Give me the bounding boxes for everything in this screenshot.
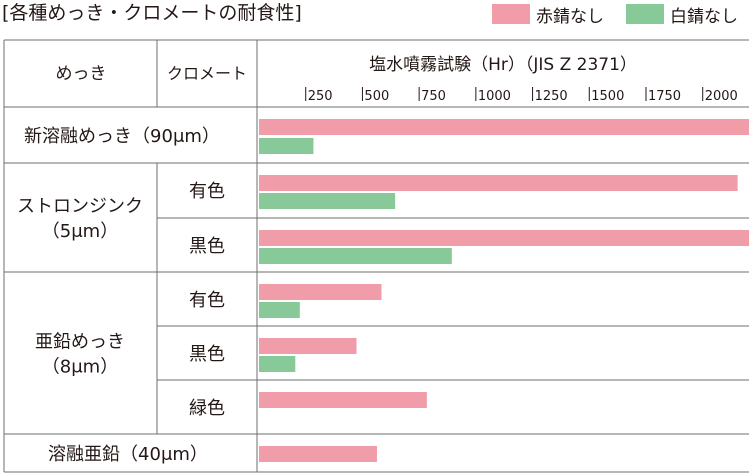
chart-title: [各種めっき・クロメートの耐食性]: [2, 2, 302, 24]
chromate-label: 有色: [189, 290, 225, 311]
plating-label: ストロンジンク: [17, 196, 143, 217]
bar-white-rust: [259, 248, 452, 264]
legend-swatch-red-rust: [492, 4, 530, 24]
x-tick-label: 1000: [478, 89, 511, 104]
bar-red-rust: [259, 338, 357, 354]
chromate-label: 黒色: [189, 344, 225, 365]
bar-white-rust: [259, 356, 296, 372]
bar-white-rust: [259, 193, 396, 209]
header-salt-spray-test: 塩水噴霧試験（Hr）（JIS Z 2371）: [369, 55, 637, 75]
bar-red-rust: [259, 392, 427, 408]
chromate-label: 有色: [189, 181, 225, 202]
x-tick-label: 500: [364, 89, 389, 104]
bar-red-rust: [259, 119, 749, 135]
x-tick-label: 750: [421, 89, 446, 104]
bar-white-rust: [259, 138, 314, 154]
chromate-label: 緑色: [189, 398, 225, 419]
header-plating: めっき: [56, 64, 107, 84]
plating-label: 亜鉛めっき: [35, 332, 125, 353]
plating-label: 溶融亜鉛（40μm）: [48, 444, 208, 465]
legend-label-white-rust: 白錆なし: [670, 6, 738, 27]
bar-red-rust: [259, 446, 377, 462]
chromate-label: 黒色: [189, 236, 225, 257]
x-tick-label: 250: [308, 89, 333, 104]
x-tick-label: 1750: [648, 89, 681, 104]
bar-red-rust: [259, 175, 738, 191]
legend-item-red-rust: 赤錆なし: [492, 3, 604, 27]
x-tick-label: 2000: [705, 89, 738, 104]
legend-item-white-rust: 白錆なし: [626, 3, 738, 27]
header-chromate: クロメート: [167, 64, 247, 83]
plating-label: 新溶融めっき（90μm）: [24, 126, 220, 147]
x-tick-label: 1250: [535, 89, 568, 104]
legend-label-red-rust: 赤錆なし: [536, 6, 604, 27]
bar-red-rust: [259, 230, 749, 246]
x-tick-label: 1500: [591, 89, 624, 104]
plating-label: （5μm）: [42, 221, 118, 242]
legend-swatch-white-rust: [626, 4, 664, 24]
bar-red-rust: [259, 284, 382, 300]
plating-label: （8μm）: [42, 357, 118, 378]
bar-white-rust: [259, 302, 300, 318]
